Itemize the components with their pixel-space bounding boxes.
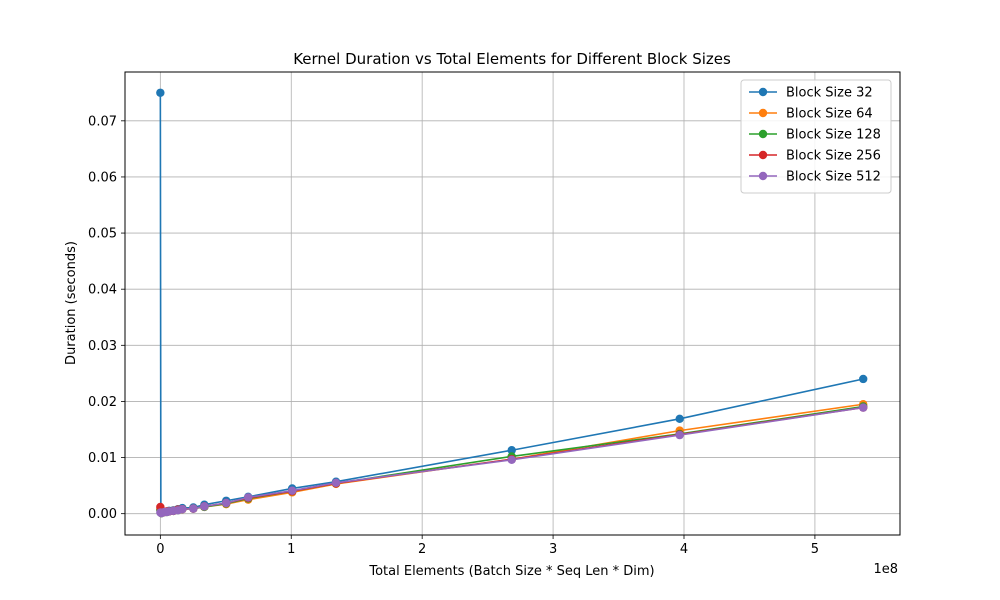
x-tick-label: 4 (680, 542, 688, 557)
legend-item: Block Size 256 (749, 149, 881, 164)
data-point (156, 88, 165, 97)
y-axis: 0.00 0.01 0.02 0.03 0.04 0.05 0.06 0.07 (88, 114, 125, 522)
y-tick-label: 0.07 (88, 114, 117, 129)
y-tick-label: 0.04 (88, 283, 117, 298)
y-tick-label: 0.02 (88, 395, 117, 410)
legend-item: Block Size 64 (749, 107, 873, 122)
x-tick-label: 1 (287, 542, 295, 557)
legend-marker (758, 129, 768, 139)
data-point (507, 446, 516, 455)
legend-label: Block Size 32 (786, 86, 873, 101)
y-tick-label: 0.00 (88, 507, 117, 522)
x-tick-label: 5 (811, 542, 819, 557)
data-point (507, 455, 516, 464)
data-point (859, 403, 868, 412)
plot-frame (124, 71, 901, 536)
legend-label: Block Size 256 (786, 149, 881, 164)
data-point (331, 478, 341, 488)
legend-label: Block Size 512 (786, 170, 881, 185)
legend-item: Block Size 32 (749, 86, 873, 101)
x-tick-label: 2 (418, 542, 426, 557)
x-axis: 0 1 2 3 4 5 (156, 535, 819, 557)
legend-label: Block Size 64 (786, 107, 873, 122)
data-point (675, 430, 684, 440)
data-point (287, 486, 297, 495)
x-tick-label: 0 (156, 542, 164, 557)
series-5 (156, 403, 868, 518)
data-point (200, 502, 209, 511)
series-layer (156, 88, 868, 518)
y-tick-label: 0.01 (88, 451, 117, 466)
data-point (859, 374, 868, 384)
y-tick-label: 0.03 (88, 339, 117, 354)
x-axis-title: Total Elements (Batch Size * Seq Len * D… (368, 564, 654, 579)
chart-title: Kernel Duration vs Total Elements for Di… (293, 50, 731, 68)
legend: Block Size 32 Block Size 64 Block Size 128… (740, 79, 892, 194)
legend-marker (758, 150, 768, 160)
data-point (243, 493, 253, 502)
y-tick-label: 0.06 (88, 170, 117, 185)
data-point (675, 414, 684, 424)
y-axis-title: Duration (seconds) (64, 241, 79, 365)
legend-marker (758, 171, 768, 181)
data-point (189, 504, 198, 513)
legend-label: Block Size 128 (786, 128, 881, 143)
legend-item: Block Size 512 (749, 170, 881, 185)
legend-box (740, 79, 892, 194)
legend-marker (758, 87, 768, 97)
y-tick-label: 0.05 (88, 227, 117, 242)
legend-marker (758, 108, 768, 118)
x-axis-offset-label: 1e8 (873, 562, 898, 577)
data-point (178, 504, 187, 514)
data-point (221, 498, 231, 508)
legend-item: Block Size 128 (749, 128, 881, 143)
x-tick-label: 3 (549, 542, 557, 557)
